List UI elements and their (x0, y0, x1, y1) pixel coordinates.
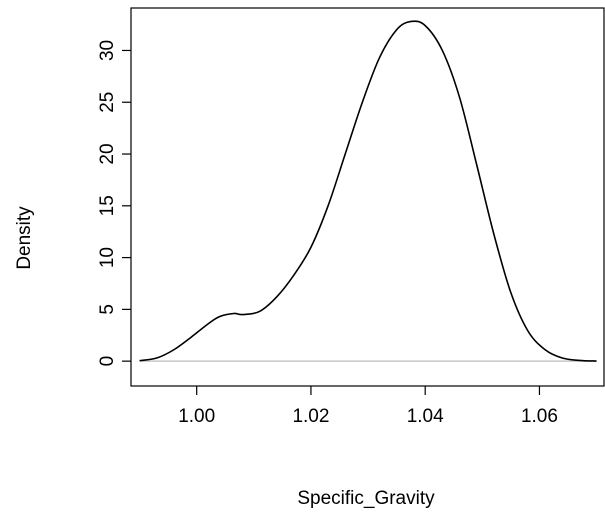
density-curve (139, 20, 597, 362)
curve-layer (139, 20, 597, 362)
x-tick-label: 1.00 (178, 406, 215, 427)
y-tick-label: 20 (97, 143, 118, 164)
y-tick-label: 5 (97, 304, 118, 315)
x-axis-label: Specific_Gravity (297, 488, 435, 509)
x-tick-label: 1.04 (407, 406, 444, 427)
y-axis-label: Density (14, 206, 35, 270)
y-tick-label: 30 (97, 40, 118, 61)
y-tick-label: 15 (97, 195, 118, 216)
y-tick-label: 25 (97, 92, 118, 113)
x-tick-label: 1.06 (521, 406, 558, 427)
y-tick-label: 10 (97, 247, 118, 268)
axis-layer: 1.00 1.02 1.04 1.06 0 5 10 15 20 25 30 (97, 7, 605, 427)
y-tick-label: 0 (97, 356, 118, 367)
x-tick-label: 1.02 (292, 406, 329, 427)
plot-frame (130, 7, 605, 387)
